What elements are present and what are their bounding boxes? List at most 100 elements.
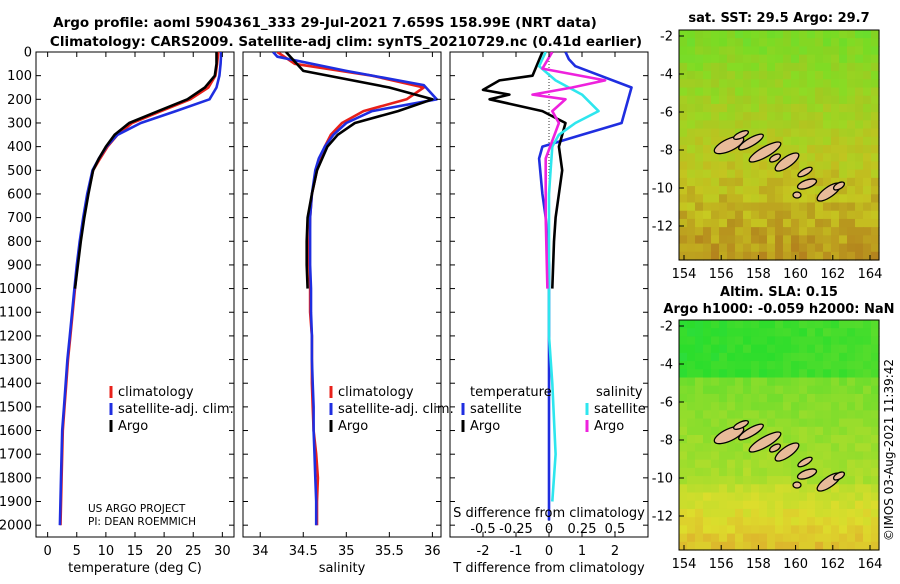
map-cell bbox=[855, 177, 864, 187]
map-cell bbox=[751, 484, 760, 494]
map-cell bbox=[863, 344, 872, 354]
map-cell bbox=[799, 112, 808, 121]
map-cell bbox=[775, 177, 784, 187]
map-cell bbox=[823, 492, 832, 502]
map-cell bbox=[863, 484, 872, 494]
map-cell bbox=[767, 451, 776, 461]
map-cell bbox=[775, 385, 784, 395]
map-cell bbox=[759, 38, 768, 48]
map-cell bbox=[815, 38, 824, 48]
map-cell bbox=[711, 476, 720, 485]
map-cell bbox=[847, 87, 856, 97]
map-cell bbox=[823, 336, 832, 346]
map-cell bbox=[687, 71, 696, 80]
map-cell bbox=[735, 112, 744, 121]
map-cell bbox=[823, 235, 832, 245]
map-cell bbox=[807, 71, 816, 80]
map-cell bbox=[783, 62, 792, 72]
map-cell bbox=[807, 541, 816, 551]
map-cell bbox=[815, 153, 824, 163]
map-cell bbox=[783, 30, 792, 39]
map-cell bbox=[767, 120, 776, 130]
map-cell bbox=[767, 500, 776, 510]
map-cell bbox=[767, 369, 776, 379]
map-cell bbox=[791, 320, 800, 329]
map-cell bbox=[735, 517, 744, 526]
map-cell bbox=[687, 328, 696, 338]
map-cell bbox=[783, 46, 792, 56]
map-cell bbox=[791, 377, 800, 387]
map-cell bbox=[863, 352, 872, 362]
map-cell bbox=[767, 54, 776, 64]
map-cell bbox=[679, 103, 688, 113]
map-cell bbox=[815, 202, 824, 212]
map-cell bbox=[775, 112, 784, 121]
xtick-label: 35.5 bbox=[375, 544, 404, 559]
map-cell bbox=[751, 218, 760, 228]
map-cell bbox=[863, 218, 872, 228]
map-cell bbox=[759, 393, 768, 403]
map-cell bbox=[719, 369, 728, 379]
map-cell bbox=[759, 541, 768, 551]
map-cell bbox=[687, 243, 696, 253]
map-cell bbox=[871, 459, 880, 469]
map-cell bbox=[839, 251, 848, 261]
map-cell bbox=[759, 525, 768, 535]
map-cell bbox=[775, 169, 784, 179]
map-cell bbox=[767, 251, 776, 261]
map-cell bbox=[719, 500, 728, 510]
map-cell bbox=[863, 533, 872, 543]
map-cell bbox=[711, 418, 720, 428]
map-cell bbox=[791, 426, 800, 436]
map-cell bbox=[863, 177, 872, 187]
map-cell bbox=[783, 484, 792, 494]
map-ytick-label: -2 bbox=[660, 30, 673, 45]
map-cell bbox=[863, 145, 872, 154]
map-cell bbox=[743, 120, 752, 130]
map-cell bbox=[719, 46, 728, 56]
map-cell bbox=[687, 112, 696, 121]
map-cell bbox=[831, 508, 840, 518]
map-cell bbox=[679, 95, 688, 105]
map-cell bbox=[799, 476, 808, 485]
map-ytick-label: -12 bbox=[652, 220, 673, 235]
map-cell bbox=[823, 459, 832, 469]
map-cell bbox=[703, 95, 712, 105]
map-cell bbox=[767, 393, 776, 403]
xtick-label: 34 bbox=[252, 544, 269, 559]
map-ytick-label: -12 bbox=[652, 510, 673, 525]
map-cell bbox=[863, 194, 872, 204]
map-cell bbox=[687, 320, 696, 329]
map-cell bbox=[719, 177, 728, 187]
map-cell bbox=[831, 435, 840, 444]
legend-label-t-satellite: satellite bbox=[470, 402, 522, 417]
map-cell bbox=[759, 344, 768, 354]
map-cell bbox=[855, 410, 864, 420]
map-cell bbox=[767, 38, 776, 48]
map-cell bbox=[807, 95, 816, 105]
map-cell bbox=[815, 541, 824, 551]
map-cell bbox=[743, 484, 752, 494]
map-cell bbox=[743, 443, 752, 453]
map-cell bbox=[679, 328, 688, 338]
map-cell bbox=[823, 377, 832, 387]
map-cell bbox=[767, 492, 776, 502]
map-cell bbox=[783, 410, 792, 420]
map-cell bbox=[871, 235, 880, 245]
map-cell bbox=[695, 402, 704, 411]
map-cell bbox=[847, 525, 856, 535]
xtick-label: 1 bbox=[578, 544, 586, 559]
map-cell bbox=[815, 344, 824, 354]
map-cell bbox=[703, 369, 712, 379]
map-cell bbox=[823, 120, 832, 130]
map-cell bbox=[711, 153, 720, 163]
map-ytick-label: -10 bbox=[652, 472, 673, 487]
series-salinity-argo bbox=[531, 52, 607, 289]
map-cell bbox=[823, 218, 832, 228]
map-cell bbox=[743, 30, 752, 39]
xtick-label: 30 bbox=[214, 544, 231, 559]
map-cell bbox=[863, 541, 872, 551]
map-cell bbox=[791, 500, 800, 510]
map-cell bbox=[871, 492, 880, 502]
map-cell bbox=[695, 352, 704, 362]
